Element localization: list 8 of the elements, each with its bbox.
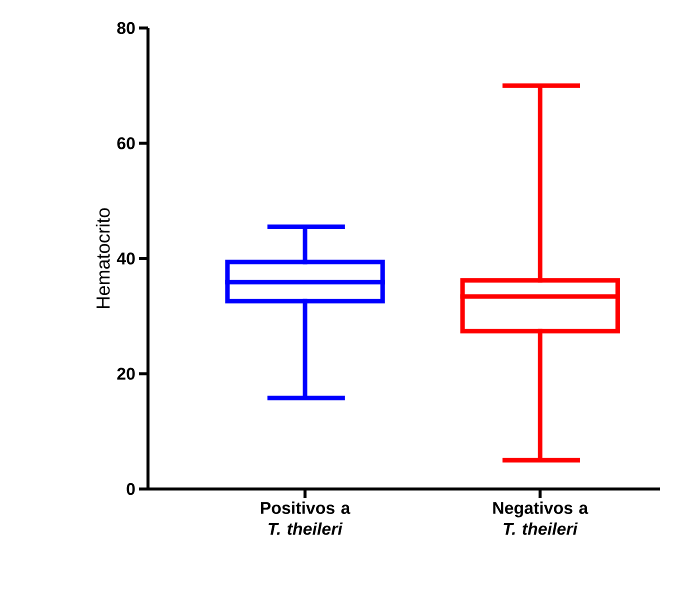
y-tick-label: 20 — [117, 368, 135, 380]
y-tick-label: 80 — [117, 22, 135, 34]
y-tick-label: 0 — [126, 483, 135, 496]
x-tick-label: Positivos a T. theileri — [260, 502, 350, 535]
y-tick-label: 60 — [117, 137, 135, 150]
x-tick-label: Negativos a T. theileri — [493, 502, 588, 535]
y-axis-title: Hematocrito — [96, 208, 110, 308]
y-tick-label: 40 — [116, 252, 135, 265]
